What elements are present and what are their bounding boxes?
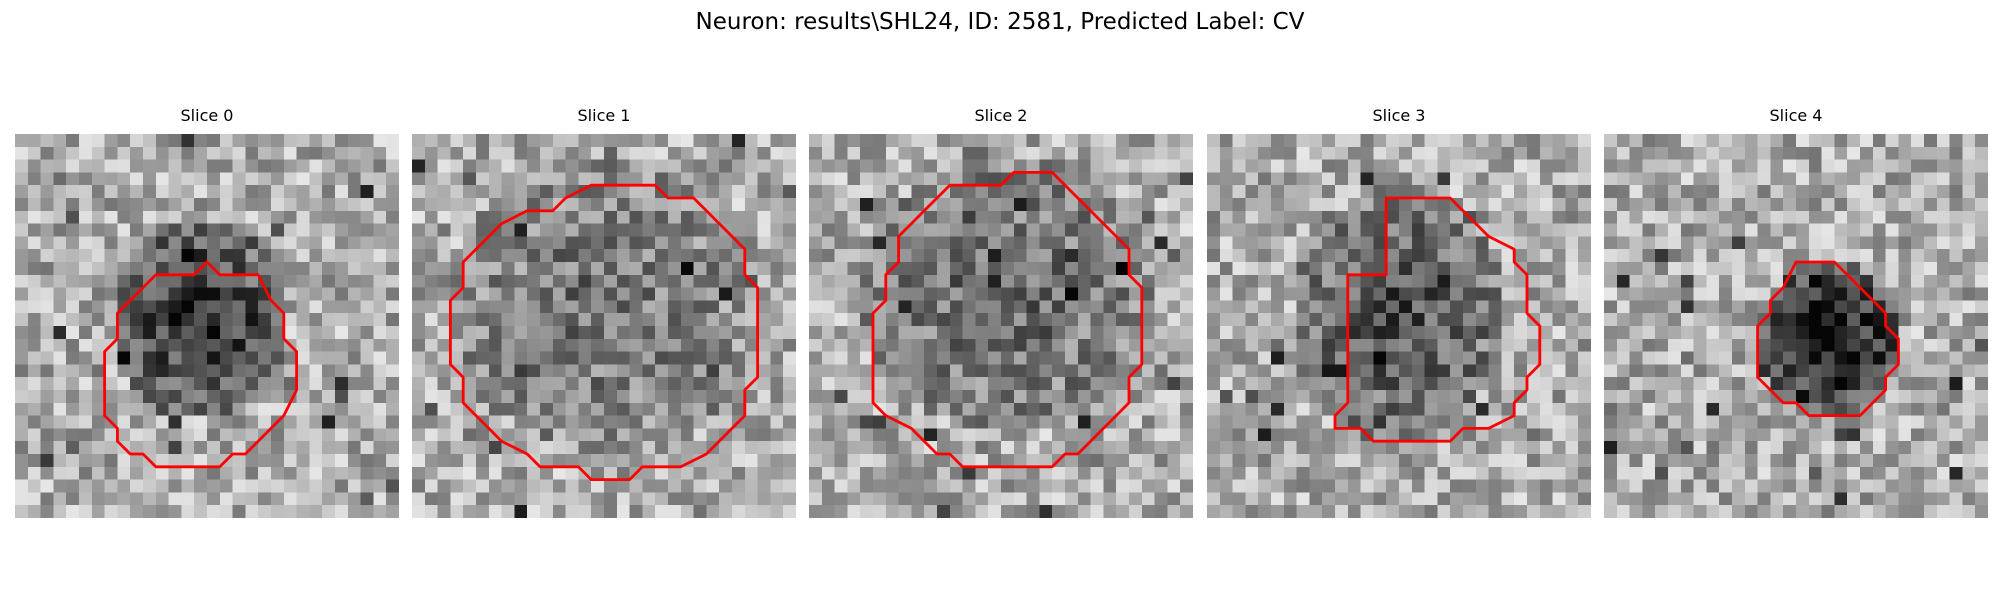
slice-image-2 <box>809 134 1193 518</box>
slice-image-1 <box>412 134 796 518</box>
slice-title-0: Slice 0 <box>180 106 234 125</box>
segmentation-contour <box>1756 260 1900 418</box>
slice-title-3: Slice 3 <box>1372 106 1426 125</box>
segmentation-contour <box>871 170 1144 469</box>
slice-title-2: Slice 2 <box>974 106 1028 125</box>
slice-title-1: Slice 1 <box>577 106 631 125</box>
slice-panel-4: Slice 4 <box>1604 106 1988 518</box>
segmentation-contour <box>448 183 760 482</box>
slice-panel-2: Slice 2 <box>809 106 1193 518</box>
slice-image-4 <box>1604 134 1988 518</box>
slice-image-3 <box>1207 134 1591 518</box>
slice-image-0 <box>15 134 399 518</box>
segmentation-contour <box>103 260 299 469</box>
slice-panel-3: Slice 3 <box>1207 106 1591 518</box>
slice-panel-1: Slice 1 <box>412 106 796 518</box>
figure-title: Neuron: results\SHL24, ID: 2581, Predict… <box>695 9 1305 35</box>
slice-panel-0: Slice 0 <box>15 106 399 518</box>
segmentation-contour <box>1333 196 1542 443</box>
slice-title-4: Slice 4 <box>1769 106 1823 125</box>
